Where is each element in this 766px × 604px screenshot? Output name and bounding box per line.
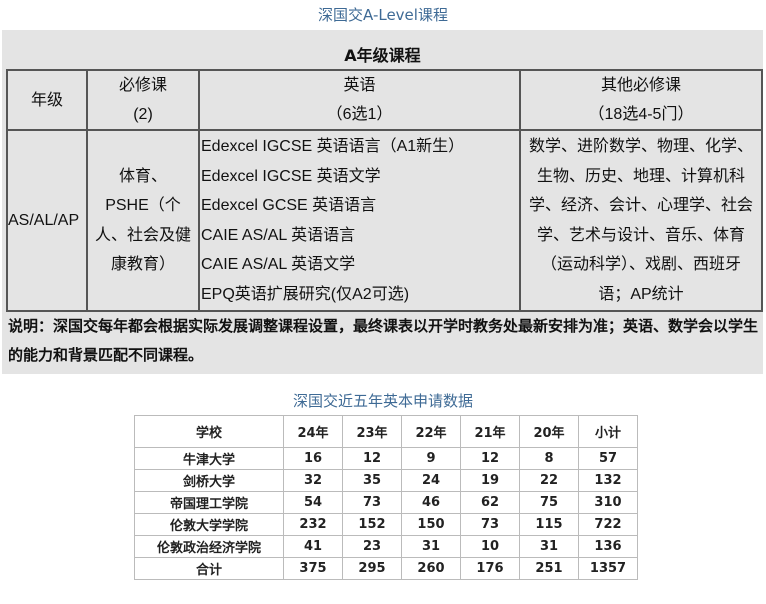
stats-value-cell: 136 <box>578 535 638 558</box>
stats-value-cell: 75 <box>519 491 579 514</box>
stats-header-cell: 学校 <box>134 415 284 448</box>
stats-value-cell: 8 <box>519 447 579 470</box>
stats-value-cell: 31 <box>519 535 579 558</box>
caption-a-level: 深国交A-Level课程 <box>318 6 448 24</box>
stats-row: 合计 375 295 260 176 251 1357 <box>134 557 638 580</box>
stats-header-cell: 23年 <box>342 415 402 448</box>
stats-value-cell: 722 <box>578 513 638 536</box>
stats-value-cell: 22 <box>519 469 579 492</box>
stats-value-cell: 57 <box>578 447 638 470</box>
school-name-cell: 伦敦政治经济学院 <box>134 535 284 558</box>
stats-value-cell: 12 <box>460 447 520 470</box>
cell-line: 生物、历史、地理、计算机科 <box>536 167 745 185</box>
stats-value-cell: 132 <box>578 469 638 492</box>
cell-line: 人、社会及健 <box>94 226 191 244</box>
cell-line: 学、经济、会计、心理学、社会 <box>528 197 753 214</box>
header-required: 必修课 (2) <box>86 69 200 131</box>
stats-value-cell: 176 <box>460 557 520 580</box>
stats-value-cell: 260 <box>401 557 461 580</box>
header-subtext: （6选1） <box>326 106 393 123</box>
school-name-cell: 合计 <box>134 557 284 580</box>
stats-value-cell: 46 <box>401 491 461 514</box>
course-header-row: 年级 必修课 (2) 英语 （6选1） 其他必修课 （18选4-5门） <box>6 69 763 131</box>
stats-header-cell: 21年 <box>460 415 520 448</box>
school-name-cell: 帝国理工学院 <box>134 491 284 514</box>
school-name-cell: 牛津大学 <box>134 447 284 470</box>
stats-value-cell: 54 <box>283 491 343 514</box>
header-english: 英语 （6选1） <box>198 69 521 131</box>
cell-line: 体育、 <box>118 167 167 185</box>
stats-value-cell: 32 <box>283 469 343 492</box>
stats-value-cell: 73 <box>342 491 402 514</box>
stats-value-cell: 23 <box>342 535 402 558</box>
header-text: 英语 <box>343 77 376 94</box>
stats-value-cell: 232 <box>283 513 343 536</box>
stats-header-cell: 小计 <box>578 415 638 448</box>
header-text: 年级 <box>30 91 63 109</box>
course-note: 说明：深国交每年都会根据实际发展调整课程设置，最终课表以开学时教务处最新安排为准… <box>8 317 759 364</box>
stats-value-cell: 24 <box>401 469 461 492</box>
stats-value-cell: 295 <box>342 557 402 580</box>
stats-value-cell: 1357 <box>578 557 638 580</box>
grade-cell: AS/AL/AP <box>6 129 88 312</box>
school-name-cell: 伦敦大学学院 <box>134 513 284 536</box>
school-name-cell: 剑桥大学 <box>134 469 284 492</box>
english-option: Edexcel IGCSE 英语语言（A1新生） <box>201 138 465 155</box>
stats-value-cell: 41 <box>283 535 343 558</box>
caption-stats: 深国交近五年英本申请数据 <box>292 392 473 410</box>
cell-line: 康教育） <box>110 256 175 273</box>
course-table-title: A年级课程 <box>344 46 421 65</box>
stats-value-cell: 375 <box>283 557 343 580</box>
a-level-course-image: A年级课程 年级 必修课 (2) 英语 （6选1） 其他必修课 （18选4-5门） A… <box>2 30 763 374</box>
cell-line: 学、艺术与设计、音乐、体育 <box>536 226 745 244</box>
header-text: 必修课 <box>118 77 167 94</box>
stats-row: 伦敦大学学院 232 152 150 73 115 722 <box>134 513 638 536</box>
stats-header-cell: 24年 <box>283 415 343 448</box>
cell-line: 语；AP统计 <box>598 285 684 303</box>
stats-row: 伦敦政治经济学院 41 23 31 10 31 136 <box>134 535 638 558</box>
stats-value-cell: 16 <box>283 447 343 470</box>
stats-row: 牛津大学 16 12 9 12 8 57 <box>134 447 638 470</box>
stats-header-cell: 22年 <box>401 415 461 448</box>
others-cell: 数学、进阶数学、物理、化学、 生物、历史、地理、计算机科 学、经济、会计、心理学… <box>519 129 763 312</box>
english-option: EPQ英语扩展研究(仅A2可选) <box>201 285 410 303</box>
stats-value-cell: 9 <box>401 447 461 470</box>
stats-value-cell: 251 <box>519 557 579 580</box>
stats-value-cell: 152 <box>342 513 402 536</box>
cell-line: PSHE（个 <box>105 197 181 214</box>
course-body-row: AS/AL/AP 体育、 PSHE（个 人、社会及健 康教育） Edexcel … <box>6 129 763 312</box>
stats-value-cell: 73 <box>460 513 520 536</box>
header-others: 其他必修课 （18选4-5门） <box>519 69 763 131</box>
header-text: 其他必修课 <box>600 77 681 94</box>
course-table: 年级 必修课 (2) 英语 （6选1） 其他必修课 （18选4-5门） AS/AL/A… <box>6 69 763 312</box>
stats-value-cell: 10 <box>460 535 520 558</box>
header-grade: 年级 <box>6 69 88 131</box>
stats-row: 剑桥大学 32 35 24 19 22 132 <box>134 469 638 492</box>
english-option: CAIE AS/AL 英语语言 <box>201 226 356 244</box>
english-option: CAIE AS/AL 英语文学 <box>201 256 356 273</box>
stats-value-cell: 62 <box>460 491 520 514</box>
application-stats-table: 学校 24年 23年 22年 21年 20年 小计 牛津大学 16 12 9 12 8 57 剑桥大学 32 3… <box>134 415 638 580</box>
stats-row: 帝国理工学院 54 73 46 62 75 310 <box>134 491 638 514</box>
required-cell: 体育、 PSHE（个 人、社会及健 康教育） <box>86 129 200 312</box>
cell-line: （运动科学）、戏剧、西班牙 <box>540 256 741 273</box>
english-option: Edexcel GCSE 英语语言 <box>201 197 377 214</box>
cell-line: 数学、进阶数学、物理、化学、 <box>528 138 753 155</box>
english-option: Edexcel IGCSE 英语文学 <box>201 167 381 185</box>
stats-value-cell: 31 <box>401 535 461 558</box>
header-subtext: (2) <box>133 106 153 123</box>
stats-value-cell: 12 <box>342 447 402 470</box>
header-subtext: （18选4-5门） <box>588 106 694 123</box>
stats-header-row: 学校 24年 23年 22年 21年 20年 小计 <box>134 415 638 448</box>
stats-value-cell: 115 <box>519 513 579 536</box>
stats-value-cell: 150 <box>401 513 461 536</box>
english-cell: Edexcel IGCSE 英语语言（A1新生） Edexcel IGCSE 英… <box>198 129 521 312</box>
stats-value-cell: 35 <box>342 469 402 492</box>
stats-value-cell: 310 <box>578 491 638 514</box>
stats-header-cell: 20年 <box>519 415 579 448</box>
stats-value-cell: 19 <box>460 469 520 492</box>
